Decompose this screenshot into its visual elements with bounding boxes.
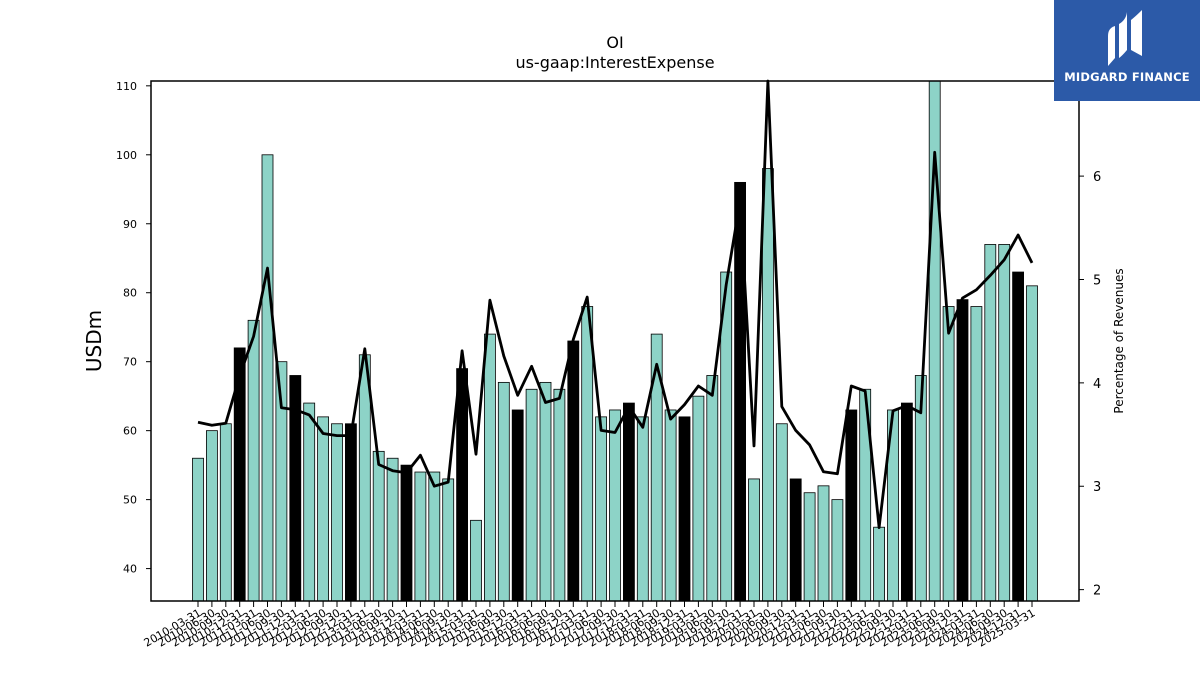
revenue-percentage-line xyxy=(197,79,1034,529)
bar-2020-03-31 xyxy=(748,478,760,602)
bar-2016-09-30 xyxy=(553,388,566,602)
bar-2021-06-30 xyxy=(817,485,830,602)
midgard-finance-logo: MIDGARD FINANCE xyxy=(1054,0,1200,101)
bar-2011-03-31 xyxy=(247,319,260,602)
bar-2014-03-31 xyxy=(414,471,427,602)
bar-2020-06-30 xyxy=(762,168,774,602)
bar-2016-03-31 xyxy=(525,388,538,602)
y-axis-label: USDm xyxy=(82,310,106,372)
y2-tick-label: 5 xyxy=(1093,273,1101,288)
bar-2025-03-31 xyxy=(1026,285,1038,602)
bar-2021-12-31 xyxy=(845,409,858,602)
bar-2024-06-30 xyxy=(984,244,997,602)
bar-2010-03-31 xyxy=(192,457,204,602)
bar-2011-06-30 xyxy=(261,154,274,602)
bar-2012-12-31 xyxy=(344,423,357,602)
bar-2022-06-30 xyxy=(873,526,885,602)
bar-2017-03-31 xyxy=(581,306,594,602)
bar-2023-09-30 xyxy=(942,306,955,602)
bar-2023-12-31 xyxy=(956,299,969,602)
bar-2016-06-30 xyxy=(539,381,552,602)
bar-2015-12-31 xyxy=(511,409,524,602)
bar-2017-12-31 xyxy=(623,402,635,602)
bar-2015-09-30 xyxy=(497,381,510,602)
bar-2022-12-31 xyxy=(901,402,913,602)
y-tick-label: 40 xyxy=(123,563,137,576)
bar-2012-03-31 xyxy=(303,402,316,602)
bar-2012-06-30 xyxy=(317,416,330,602)
bar-2013-12-31 xyxy=(400,464,413,602)
bar-2017-09-30 xyxy=(609,409,621,602)
bar-2012-09-30 xyxy=(331,423,343,602)
logo-text: MIDGARD FINANCE xyxy=(1064,70,1190,84)
chart-title: OI xyxy=(606,33,623,52)
bar-2020-12-31 xyxy=(789,478,802,602)
bar-2019-03-31 xyxy=(692,395,705,602)
bar-2024-03-31 xyxy=(970,306,983,602)
y-tick-label: 110 xyxy=(116,80,137,93)
bar-2017-06-30 xyxy=(595,416,607,602)
bar-2014-06-30 xyxy=(428,471,441,602)
bar-2020-09-30 xyxy=(775,423,788,602)
bar-2021-03-31 xyxy=(803,492,816,602)
bar-2024-09-30 xyxy=(998,244,1011,602)
bar-2018-03-31 xyxy=(636,416,649,602)
y2-tick-label: 6 xyxy=(1093,170,1101,185)
bar-2019-06-30 xyxy=(706,375,719,602)
bar-2018-09-30 xyxy=(664,409,677,602)
y2-tick-label: 4 xyxy=(1093,377,1101,392)
bar-2013-09-30 xyxy=(386,457,399,602)
bar-2013-06-30 xyxy=(372,450,385,602)
bar-2010-09-30 xyxy=(219,423,232,602)
y-tick-label: 50 xyxy=(123,494,137,507)
chart-subtitle: us-gaap:InterestExpense xyxy=(515,53,714,72)
y2-tick-label: 3 xyxy=(1093,480,1101,495)
bar-2015-03-31 xyxy=(470,519,482,602)
y2-axis-label: Percentage of Revenues xyxy=(1112,268,1126,413)
bar-2016-12-31 xyxy=(567,340,580,602)
y-tick-label: 80 xyxy=(123,287,137,300)
y2-tick-label: 2 xyxy=(1093,584,1101,599)
bar-2010-06-30 xyxy=(205,430,218,602)
bar-2014-12-31 xyxy=(456,368,469,602)
y-tick-label: 60 xyxy=(123,425,137,438)
y-tick-label: 100 xyxy=(116,149,137,162)
y-tick-label: 90 xyxy=(123,218,137,231)
y-tick-label: 70 xyxy=(123,356,137,369)
bar-2024-12-31 xyxy=(1012,271,1024,602)
bar-2014-09-30 xyxy=(442,478,455,602)
midgard-logo-icon xyxy=(1108,10,1142,66)
bar-2018-12-31 xyxy=(678,416,691,602)
bar-2015-06-30 xyxy=(483,333,496,602)
bar-2021-09-30 xyxy=(831,499,844,602)
